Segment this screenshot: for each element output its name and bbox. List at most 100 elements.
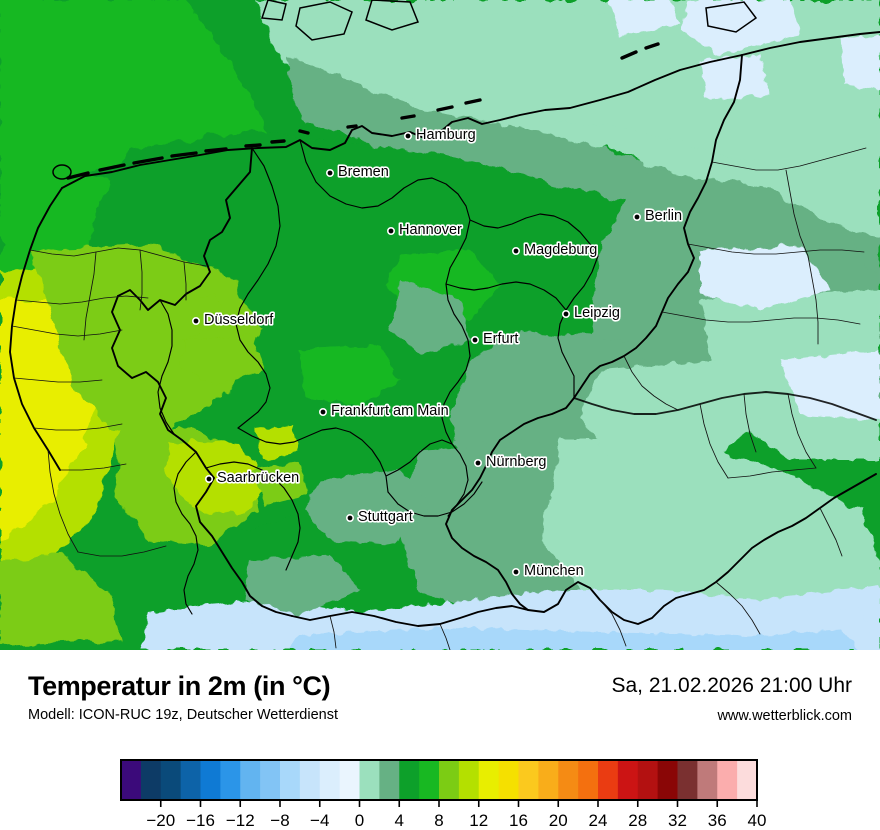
colorbar-swatch (240, 760, 261, 800)
city-marker[interactable]: Erfurt (470, 329, 520, 348)
colorbar-swatch (379, 760, 400, 800)
colorbar-swatch (439, 760, 460, 800)
colorbar-swatches (121, 760, 758, 800)
city-dot-icon (318, 407, 327, 416)
colorbar-tick-label: 8 (434, 811, 443, 830)
colorbar-swatch (538, 760, 559, 800)
city-dot-icon (205, 474, 214, 483)
colorbar-tick-label: −12 (226, 811, 255, 830)
colorbar-swatch (160, 760, 182, 800)
city-label: Hamburg (416, 127, 476, 143)
city-marker[interactable]: München (511, 561, 585, 580)
city-layer: Hamburg Bremen Berlin Hannover Magdeburg Leip… (192, 125, 684, 580)
colorbar-swatch (200, 760, 221, 800)
colorbar-tick-label: −4 (310, 811, 329, 830)
frisian-islands (66, 42, 660, 180)
colorbar-tick-label: 12 (469, 811, 488, 830)
city-marker[interactable]: Bremen (325, 162, 390, 181)
colorbar-swatch (637, 760, 659, 800)
city-dot-icon (470, 335, 479, 344)
colorbar-swatch (299, 760, 321, 800)
city-dot-icon (192, 316, 201, 325)
temperature-layer-rhine-warm (30, 245, 270, 545)
colorbar-tick-label: 28 (628, 811, 647, 830)
city-label: Berlin (645, 208, 682, 224)
city-marker[interactable]: Saarbrücken (205, 468, 301, 487)
colorbar-swatch (399, 760, 420, 800)
city-label: Bremen (338, 164, 389, 180)
temperature-layer-core-green (70, 130, 700, 530)
city-marker[interactable]: Nürnberg (473, 452, 548, 471)
colorbar-swatch (478, 760, 500, 800)
colorbar-swatch (260, 760, 281, 800)
city-marker[interactable]: Leipzig (561, 303, 622, 322)
city-marker[interactable]: Frankfurt am Main (318, 401, 450, 420)
footer-panel: Temperatur in 2m (in °C) Modell: ICON-RU… (0, 650, 880, 830)
city-dot-icon (511, 567, 520, 576)
colorbar-tick-labels: −20 −16 −12 −8 −4 0 4 8 12 16 20 24 28 32 36 40 (146, 811, 766, 830)
colorbar-swatch (657, 760, 678, 800)
city-dot-icon (632, 213, 641, 222)
model-subtitle: Modell: ICON-RUC 19z, Deutscher Wetterdi… (28, 707, 338, 724)
temperature-layer-alps-core (290, 245, 880, 650)
colorbar-swatch (697, 760, 718, 800)
city-label: Hannover (399, 222, 462, 238)
colorbar-swatch (518, 760, 539, 800)
city-dot-icon (386, 227, 395, 236)
colorbar-svg: −20 −16 −12 −8 −4 0 4 8 12 16 20 24 28 32 36 40 (120, 759, 766, 830)
colorbar-tick-label: −8 (270, 811, 289, 830)
city-dot-icon (511, 247, 520, 256)
colorbar-swatch (280, 760, 301, 800)
valid-timestamp: Sa, 21.02.2026 21:00 Uhr (611, 674, 852, 697)
map-borders (9, 0, 880, 650)
colorbar-tick-label: 32 (668, 811, 687, 830)
city-label: Leipzig (574, 305, 620, 321)
colorbar-swatch (598, 760, 619, 800)
city-marker[interactable]: Düsseldorf (192, 310, 276, 329)
city-label: Düsseldorf (204, 312, 274, 328)
temperature-map[interactable]: Hamburg Bremen Berlin Hannover Magdeburg Leip… (0, 0, 880, 650)
city-marker[interactable]: Hamburg (403, 125, 477, 144)
colorbar-tick-label: 4 (395, 811, 404, 830)
colorbar-swatch (359, 760, 380, 800)
colorbar-swatch (617, 760, 639, 800)
colorbar-swatch (677, 760, 698, 800)
colorbar-swatch (558, 760, 579, 800)
colorbar-swatch (121, 760, 142, 800)
title-block: Temperatur in 2m (in °C) Modell: ICON-RU… (28, 671, 338, 724)
colorbar-tick-label: −16 (186, 811, 215, 830)
colorbar-swatch (339, 760, 360, 800)
city-label: Frankfurt am Main (331, 403, 449, 419)
colorbar-swatch (717, 760, 738, 800)
city-label: Saarbrücken (217, 470, 299, 486)
colorbar: −20 −16 −12 −8 −4 0 4 8 12 16 20 24 28 32 36 40 (0, 755, 880, 830)
city-marker[interactable]: Berlin (632, 206, 684, 225)
colorbar-swatch (498, 760, 519, 800)
temperature-layer-baltic-patches (610, 0, 880, 100)
city-marker[interactable]: Hannover (386, 220, 464, 239)
colorbar-tick-label: −20 (146, 811, 175, 830)
colorbar-swatch (319, 760, 341, 800)
city-marker[interactable]: Magdeburg (511, 240, 599, 259)
colorbar-ticks (159, 800, 758, 807)
colorbar-swatch (419, 760, 440, 800)
colorbar-swatch (140, 760, 162, 800)
colorbar-swatch (180, 760, 201, 800)
page-title: Temperatur in 2m (in °C) (28, 671, 331, 701)
city-label: Magdeburg (524, 242, 597, 258)
city-dot-icon (403, 132, 412, 141)
meta-block: Sa, 21.02.2026 21:00 Uhr www.wetterblick… (611, 674, 852, 724)
colorbar-tick-label: 36 (708, 811, 727, 830)
city-dot-icon (561, 309, 570, 318)
map-panel[interactable]: Hamburg Bremen Berlin Hannover Magdeburg Leip… (0, 0, 880, 650)
city-marker[interactable]: Stuttgart (345, 507, 414, 526)
temperature-layer-ruhr-speckle (150, 295, 310, 505)
city-dot-icon (325, 169, 334, 178)
city-label: Erfurt (483, 331, 518, 347)
colorbar-tick-label: 0 (355, 811, 364, 830)
colorbar-tick-label: 24 (589, 811, 608, 830)
island-outlines (52, 0, 758, 180)
city-label: Stuttgart (358, 509, 413, 525)
temperature-layer-interior-patches (245, 250, 500, 615)
